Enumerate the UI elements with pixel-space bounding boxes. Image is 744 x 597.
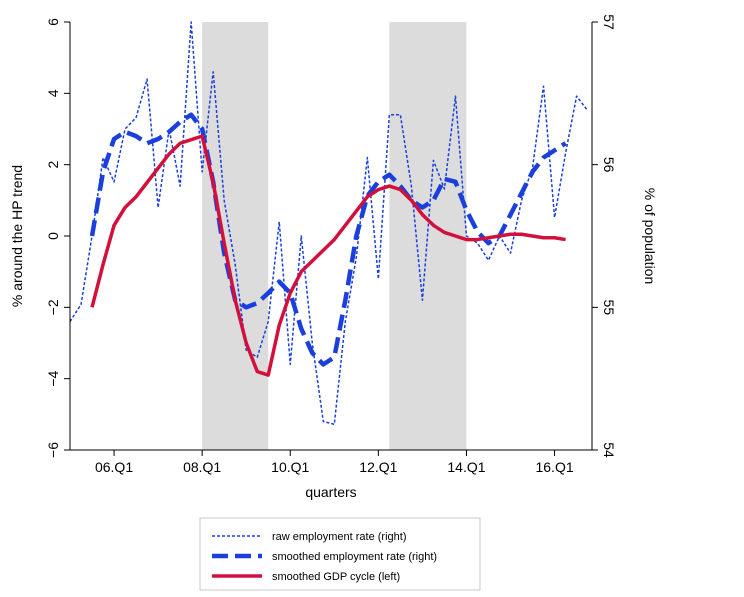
y-tick-label: −4 (45, 370, 61, 386)
x-tick-label: 16.Q1 (535, 459, 573, 475)
y2-tick-label: 54 (601, 442, 617, 458)
x-axis-label: quarters (305, 484, 356, 500)
x-tick-label: 06.Q1 (95, 459, 133, 475)
series-line (90, 134, 566, 377)
x-tick-label: 10.Q1 (271, 459, 309, 475)
axes-layer: −6 −4 −2 0 2 4 6 54 55 56 57 06.Q1 08.Q1 10.Q1 12.Q1 14… (45, 14, 617, 475)
y-tick-label: 2 (45, 161, 61, 169)
series-line (89, 112, 567, 367)
y-tick-label: 0 (45, 232, 61, 240)
series-line (69, 21, 589, 426)
y-tick-label: 4 (45, 89, 61, 97)
legend: raw employment rate (right) smoothed empl… (212, 531, 437, 583)
y2-tick-label: 55 (601, 300, 617, 316)
y2-tick-label: 56 (601, 157, 617, 173)
y-tick-label: 6 (45, 18, 61, 26)
y-axis-label: % around the HP trend (9, 165, 25, 307)
line-layer (69, 21, 589, 426)
x-tick-label: 14.Q1 (447, 459, 485, 475)
x-tick-label: 08.Q1 (183, 459, 221, 475)
y-tick-label: −6 (45, 442, 61, 458)
y2-tick-label: 57 (601, 14, 617, 30)
legend-label: raw employment rate (right) (272, 531, 407, 543)
legend-label: smoothed GDP cycle (left) (272, 571, 400, 583)
y-tick-label: −2 (45, 299, 61, 315)
shaded-period (202, 22, 269, 450)
x-tick-label: 12.Q1 (359, 459, 397, 475)
legend-label: smoothed employment rate (right) (272, 551, 437, 563)
y2-axis-label: % of population (642, 188, 658, 285)
